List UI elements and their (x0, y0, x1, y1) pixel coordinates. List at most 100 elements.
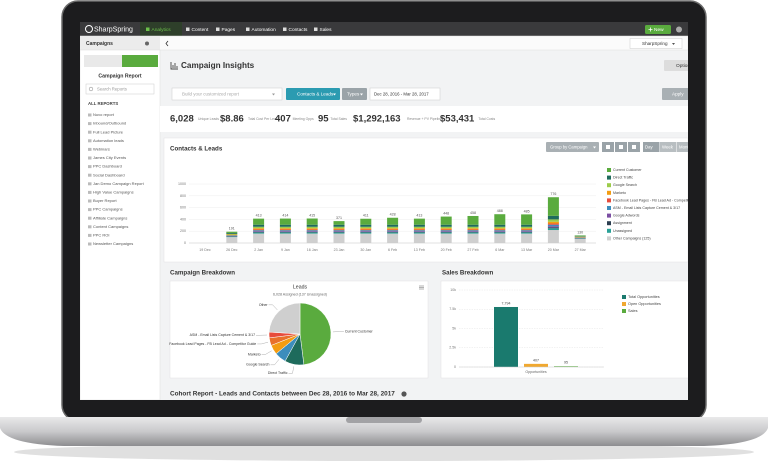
interval-label[interactable]: Month (679, 144, 692, 149)
back-icon[interactable] (165, 40, 169, 47)
filter-label[interactable]: Contacts & Leads (297, 92, 334, 97)
report-link[interactable]: Webinars (93, 146, 110, 151)
bar-segment (494, 232, 506, 234)
legend-label: Marketo (613, 191, 626, 195)
total-label: 191 (229, 227, 235, 231)
report-link[interactable]: Content Campaigns (93, 224, 128, 229)
report-icon (88, 208, 92, 212)
bar-segment (413, 224, 425, 227)
report-link[interactable]: James City Events (93, 155, 126, 160)
options-label[interactable]: Options (676, 63, 693, 69)
bar-segment (226, 236, 238, 238)
bar-segment (333, 231, 345, 233)
bar-segment (413, 230, 425, 232)
report-link[interactable]: PPC Dashboard (93, 164, 122, 169)
bar (524, 363, 548, 367)
options-button[interactable] (664, 60, 694, 71)
leader-line (288, 366, 295, 374)
report-icon (88, 139, 92, 143)
pie-slice (268, 302, 301, 335)
bar-segment (413, 231, 425, 232)
bar-segment (387, 233, 399, 243)
types-label[interactable]: Types (347, 92, 360, 97)
nav-tab[interactable]: Sales (320, 27, 333, 33)
report-link[interactable]: Full Lead Picture (93, 129, 124, 134)
y-tick-label: 400 (180, 217, 186, 221)
insights-icon (170, 62, 178, 70)
interval-label[interactable]: Week (662, 144, 674, 149)
stat-label: Unique Leads (198, 117, 219, 121)
plus-icon (648, 27, 653, 32)
x-tick-label: 27 Mar (575, 248, 587, 252)
new-button-label[interactable]: New (654, 27, 664, 33)
account-name[interactable]: SharpSpring (642, 41, 668, 46)
x-tick-label: 20 Mar (548, 248, 560, 252)
nav-tab[interactable]: Contacts (289, 27, 309, 33)
report-link[interactable]: Newsletter Campaigns (93, 241, 133, 246)
report-icon (88, 190, 92, 194)
bar-segment (521, 231, 533, 233)
nav-tab[interactable]: Analytics (152, 27, 172, 33)
menu-icon[interactable] (419, 285, 424, 290)
search-icon (88, 86, 94, 92)
report-link[interactable]: Jan Demo Campaign Report (93, 181, 145, 186)
interval-button[interactable] (643, 142, 660, 152)
stat-label: Meeting Opps (293, 117, 314, 121)
bar-segment (494, 224, 506, 227)
report-icon (88, 233, 92, 237)
date-range-label[interactable]: Dec 28, 2016 - Mar 28, 2017 (374, 91, 429, 96)
x-tick-label: 6 Feb (388, 248, 397, 252)
bar-segment (360, 226, 372, 229)
report-icon (88, 113, 92, 117)
group-by-label[interactable]: Group by Campaign (550, 144, 588, 149)
nav-tab[interactable]: Content (192, 27, 209, 33)
apply-label[interactable]: Apply (672, 92, 684, 97)
screen-content: SharpSpring Analytics Content Pages Automati… (80, 22, 694, 400)
report-link[interactable]: Buyer Report (93, 198, 117, 203)
report-link[interactable]: PPC ROI (93, 232, 109, 237)
report-link[interactable]: Social Dashboard (93, 172, 125, 177)
account-button[interactable] (629, 38, 683, 49)
bar-segment (467, 231, 479, 232)
report-link[interactable]: High Value Campaigns (93, 189, 134, 194)
interval-button[interactable] (677, 142, 694, 152)
bar-segment (253, 229, 265, 231)
date-range[interactable] (369, 87, 441, 101)
bar-segment (253, 230, 265, 232)
sidebar-tab-active[interactable] (122, 55, 158, 67)
bar-segment (306, 226, 318, 229)
bar-segment (333, 221, 345, 225)
filter-button[interactable] (286, 88, 340, 100)
user-icon (676, 26, 682, 33)
sidebar-heading: ALL REPORTS (88, 101, 118, 106)
report-link[interactable]: Nuvo report (93, 112, 115, 117)
report-search[interactable] (171, 87, 283, 101)
sidebar-tab[interactable] (84, 55, 122, 67)
x-tick-label: 26 Dec (226, 248, 238, 252)
interval-button[interactable] (660, 142, 677, 152)
legend-swatch (607, 221, 611, 226)
value-label: 95 (564, 361, 568, 365)
group-by-button[interactable] (546, 142, 599, 152)
report-link[interactable]: Inbound/Outbound (93, 121, 126, 126)
bar-segment (306, 231, 318, 232)
apply-button[interactable] (662, 88, 692, 100)
report-link[interactable]: Automation leads (93, 138, 124, 143)
report-link[interactable]: Affiliate Campaigns (93, 215, 127, 220)
x-tick-label: 27 Feb (467, 248, 478, 252)
legend-label: Total Opportunities (628, 295, 660, 299)
report-link[interactable]: PPC Campaigns (93, 207, 123, 212)
nav-tab[interactable]: Pages (222, 27, 236, 33)
report-search-placeholder[interactable]: Build your customized report (182, 91, 240, 96)
search-box[interactable] (85, 83, 155, 95)
legend-swatch (607, 236, 611, 241)
types-button[interactable] (342, 88, 367, 100)
new-button[interactable] (645, 25, 671, 34)
bar-segment (333, 233, 345, 243)
active-tab[interactable] (140, 22, 182, 36)
search-placeholder[interactable]: Search Reports (97, 86, 127, 91)
nav-tab[interactable]: Automation (252, 27, 277, 33)
chart-panel (163, 137, 688, 263)
interval-label[interactable]: Day (645, 144, 653, 149)
